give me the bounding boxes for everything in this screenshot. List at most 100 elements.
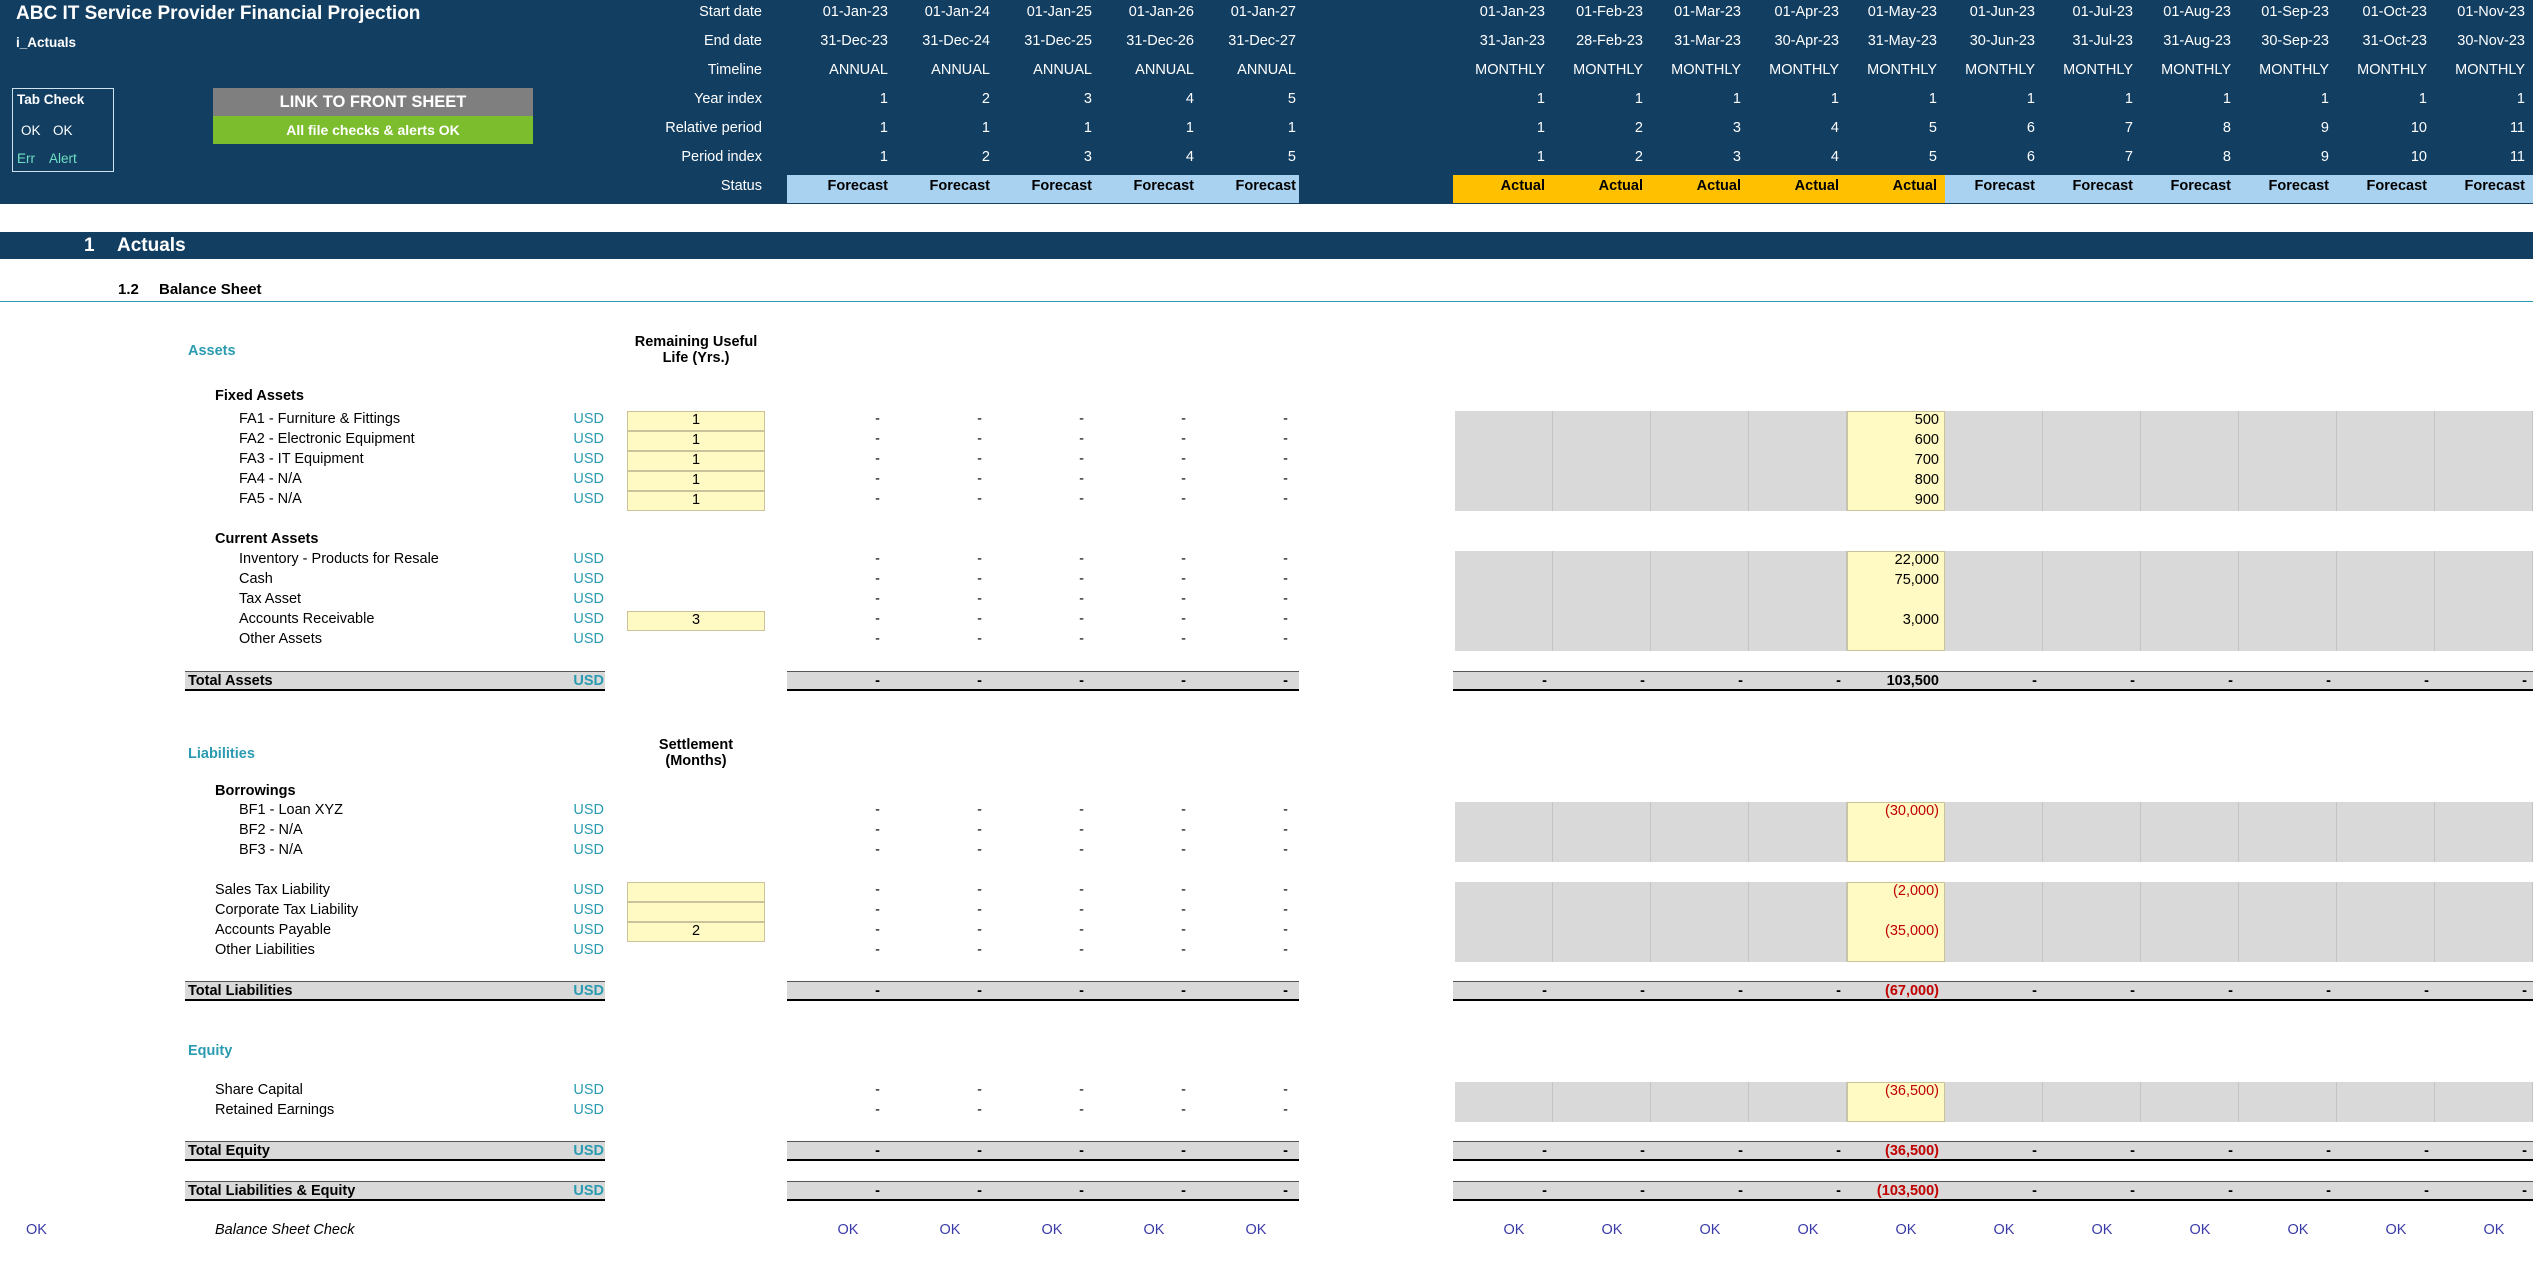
equity-month-cell-1 [1455,1082,1553,1122]
link-front-sheet-button[interactable]: LINK TO FRONT SHEET [213,88,533,116]
balance-check-month-5: OK [1895,1222,1917,1238]
other-liab-month-cell-9 [2239,882,2337,962]
monthly-timeline-4: MONTHLY [1769,62,1839,78]
monthly-status-9: Forecast [2268,178,2329,194]
total-liabilities-month-10: - [2424,983,2429,999]
borrowings-month-cell-8 [2141,802,2239,862]
monthly-timeline-10: MONTHLY [2357,62,2427,78]
total-liabilities-equity-annual-4: - [1181,1183,1186,1199]
balance-check-month-7: OK [2091,1222,2113,1238]
fixed-asset-2-annual-3: - [1079,431,1084,447]
monthly-status-7: Forecast [2072,178,2133,194]
annual-year-index-2: 2 [981,91,990,107]
current-asset-label-1: Inventory - Products for Resale [239,551,439,567]
fixed-asset-2-annual-2: - [977,431,982,447]
annual-timeline-1: ANNUAL [829,62,888,78]
annual-status-4: Forecast [1133,178,1194,194]
liability-2-annual-1: - [875,902,880,918]
fixed-assets-heading: Fixed Assets [215,388,304,404]
section-title: Actuals [117,235,186,256]
liability-1-input-cell[interactable] [627,882,765,902]
liability-2-input-cell[interactable] [627,902,765,922]
fixed-asset-4-input-cell[interactable] [627,471,765,491]
fixed-asset-3-annual-4: - [1181,451,1186,467]
tab-check-box: Tab Check OK OK Err Alert [12,88,114,172]
current-assets-month-cell-6 [1945,551,2043,651]
current-assets-heading: Current Assets [215,531,319,547]
monthly-year-index-1: 1 [1536,91,1545,107]
borrowings-may-input[interactable] [1847,802,1945,862]
current-asset-1-may: 22,000 [1894,552,1939,568]
liability-3-input-cell[interactable] [627,922,765,942]
current-asset-2-may: 75,000 [1894,572,1939,588]
borrowing-1-annual-2: - [977,802,982,818]
total-liabilities-annual-3: - [1079,983,1084,999]
equity-label-1: Share Capital [215,1082,303,1098]
borrowing-label-3: BF3 - N/A [239,842,303,858]
annual-end-2: 31-Dec-24 [922,33,990,49]
annual-year-index-4: 4 [1185,91,1194,107]
fixed-assets-may-input[interactable] [1847,411,1945,511]
monthly-period-7: 7 [2124,149,2133,165]
fixed-asset-2-may: 600 [1914,432,1939,448]
fixed-asset-1-annual-2: - [977,411,982,427]
liability-3-annual-2: - [977,922,982,938]
fixed-asset-2-annual-1: - [875,431,880,447]
equity-label-2: Retained Earnings [215,1102,335,1118]
fixed-asset-4-annual-3: - [1079,471,1084,487]
fixed-asset-4-may: 800 [1914,472,1939,488]
other-liab-may-input[interactable] [1847,882,1945,962]
annual-year-index-1: 1 [879,91,888,107]
monthly-start-11: 01-Nov-23 [2457,4,2525,20]
subsection-title: Balance Sheet [159,281,262,298]
annual-status-5: Forecast [1235,178,1296,194]
monthly-year-index-9: 1 [2320,91,2329,107]
borrowings-month-cell-6 [1945,802,2043,862]
actual-status-bar [1453,175,1945,203]
current-assets-may-input[interactable] [1847,551,1945,651]
current-asset-4-annual-5: - [1283,611,1288,627]
total-liabilities-equity-month-11: - [2522,1183,2527,1199]
monthly-period-10: 10 [2410,149,2427,165]
fixed-asset-3-input-cell[interactable] [627,451,765,471]
monthly-relative-5: 5 [1928,120,1937,136]
equity-may-input[interactable] [1847,1082,1945,1122]
fixed-asset-3-annual-5: - [1283,451,1288,467]
fixed-asset-1-input-cell[interactable] [627,411,765,431]
current-asset-5-annual-5: - [1283,631,1288,647]
equity-2-annual-4: - [1181,1102,1186,1118]
current-asset-4-input-cell[interactable] [627,611,765,631]
borrowings-month-cell-11 [2435,802,2533,862]
fixed-asset-5-input-cell[interactable] [627,491,765,511]
monthly-end-5: 31-May-23 [1867,33,1937,49]
header-label-timeline: Timeline [707,62,762,78]
fixed-asset-3-may: 700 [1914,452,1939,468]
annual-relative-2: 1 [981,120,990,136]
fixed-asset-5-annual-4: - [1181,491,1186,507]
tab-check-alert: Alert [49,151,77,166]
fixed-asset-5-may: 900 [1914,492,1939,508]
total-liabilities-month-6: - [2032,983,2037,999]
fixed-asset-2-input-cell[interactable] [627,431,765,451]
equity-1-annual-1: - [875,1082,880,1098]
monthly-period-4: 4 [1830,149,1839,165]
fixed-assets-month-cell-10 [2337,411,2435,511]
monthly-year-index-5: 1 [1928,91,1937,107]
total-liabilities-band-3 [1453,981,2533,1001]
liability-unit-1: USD [573,882,604,898]
monthly-year-index-6: 1 [2026,91,2035,107]
fixed-asset-3-annual-1: - [875,451,880,467]
liability-unit-2: USD [573,902,604,918]
total-liabilities-equity-month-4: - [1836,1183,1841,1199]
tab-check-ok-2: OK [53,123,73,138]
total-liabilities-equity-annual-1: - [875,1183,880,1199]
liability-2-annual-5: - [1283,902,1288,918]
total-assets-month-11: - [2522,673,2527,689]
monthly-relative-6: 6 [2026,120,2035,136]
total-liabilities-equity-unit: USD [573,1183,604,1199]
total-assets-annual-4: - [1181,673,1186,689]
total-assets-annual-3: - [1079,673,1084,689]
liability-2-annual-2: - [977,902,982,918]
fixed-assets-month-cell-9 [2239,411,2337,511]
monthly-timeline-9: MONTHLY [2259,62,2329,78]
